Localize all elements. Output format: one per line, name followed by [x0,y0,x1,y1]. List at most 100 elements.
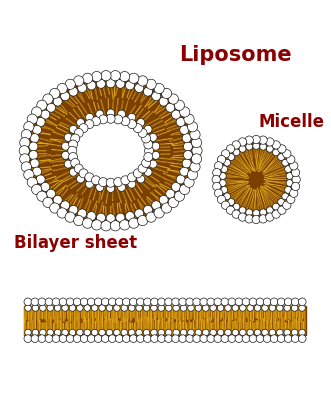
Circle shape [277,335,285,342]
Circle shape [154,83,164,94]
Circle shape [137,118,145,127]
Circle shape [246,143,253,150]
Circle shape [30,133,39,142]
Circle shape [214,162,223,170]
Circle shape [68,146,77,155]
Circle shape [277,305,283,311]
Circle shape [61,201,70,210]
Circle shape [152,201,161,210]
Circle shape [166,103,175,112]
Circle shape [254,329,261,336]
Circle shape [168,197,178,208]
Circle shape [116,79,125,88]
Circle shape [278,145,286,153]
Circle shape [152,151,160,159]
Circle shape [235,298,243,306]
Circle shape [128,180,136,188]
Circle shape [32,125,42,134]
Circle shape [287,155,295,164]
Circle shape [260,143,266,150]
Circle shape [193,298,201,306]
Circle shape [64,160,72,168]
Circle shape [207,298,214,306]
Circle shape [151,329,157,336]
Circle shape [249,298,257,306]
Circle shape [259,215,267,223]
Circle shape [59,335,67,342]
Circle shape [192,146,202,156]
Circle shape [291,335,299,342]
Circle shape [32,305,39,311]
Circle shape [221,201,230,209]
Circle shape [187,170,198,180]
Circle shape [57,208,67,218]
Circle shape [53,195,62,204]
Circle shape [114,329,120,336]
Circle shape [269,305,276,311]
Circle shape [69,329,76,336]
Circle shape [252,215,260,224]
Circle shape [165,335,172,342]
Circle shape [232,210,240,218]
Circle shape [299,329,305,336]
Circle shape [191,138,202,148]
Circle shape [176,118,185,127]
Circle shape [119,220,130,230]
Circle shape [106,114,115,123]
Circle shape [84,329,91,336]
Circle shape [133,169,142,178]
Circle shape [152,142,160,150]
Circle shape [180,125,189,134]
Circle shape [73,298,81,306]
Circle shape [224,193,230,200]
Circle shape [182,133,191,142]
Circle shape [146,212,156,222]
Circle shape [40,329,46,336]
Circle shape [127,120,136,129]
Circle shape [116,213,125,222]
Circle shape [143,206,153,214]
Circle shape [247,305,254,311]
Circle shape [24,170,34,180]
Circle shape [142,134,151,143]
Circle shape [82,73,93,83]
Circle shape [31,335,39,342]
Circle shape [99,329,105,336]
Circle shape [121,176,130,185]
Circle shape [31,298,39,306]
Circle shape [285,166,292,173]
Circle shape [152,92,161,101]
Circle shape [125,212,134,221]
Circle shape [298,335,306,342]
Circle shape [149,133,157,141]
Circle shape [76,329,83,336]
Circle shape [299,305,305,311]
Circle shape [21,162,31,172]
Circle shape [101,70,111,81]
Circle shape [200,298,208,306]
Circle shape [195,329,202,336]
Circle shape [25,305,31,311]
Circle shape [278,199,285,206]
Circle shape [73,215,84,225]
Circle shape [173,329,179,336]
Circle shape [232,305,239,311]
Circle shape [69,125,77,133]
Circle shape [246,209,253,216]
Circle shape [43,197,53,208]
Circle shape [41,182,50,191]
Circle shape [203,305,209,311]
Circle shape [213,168,221,177]
Circle shape [226,206,235,214]
Circle shape [217,329,224,336]
Circle shape [76,175,84,183]
Circle shape [158,335,166,342]
Circle shape [69,305,76,311]
Circle shape [107,109,115,117]
Circle shape [24,335,32,342]
Circle shape [284,298,292,306]
Circle shape [228,199,235,206]
Circle shape [76,118,84,127]
Circle shape [41,110,50,119]
Circle shape [138,129,147,138]
